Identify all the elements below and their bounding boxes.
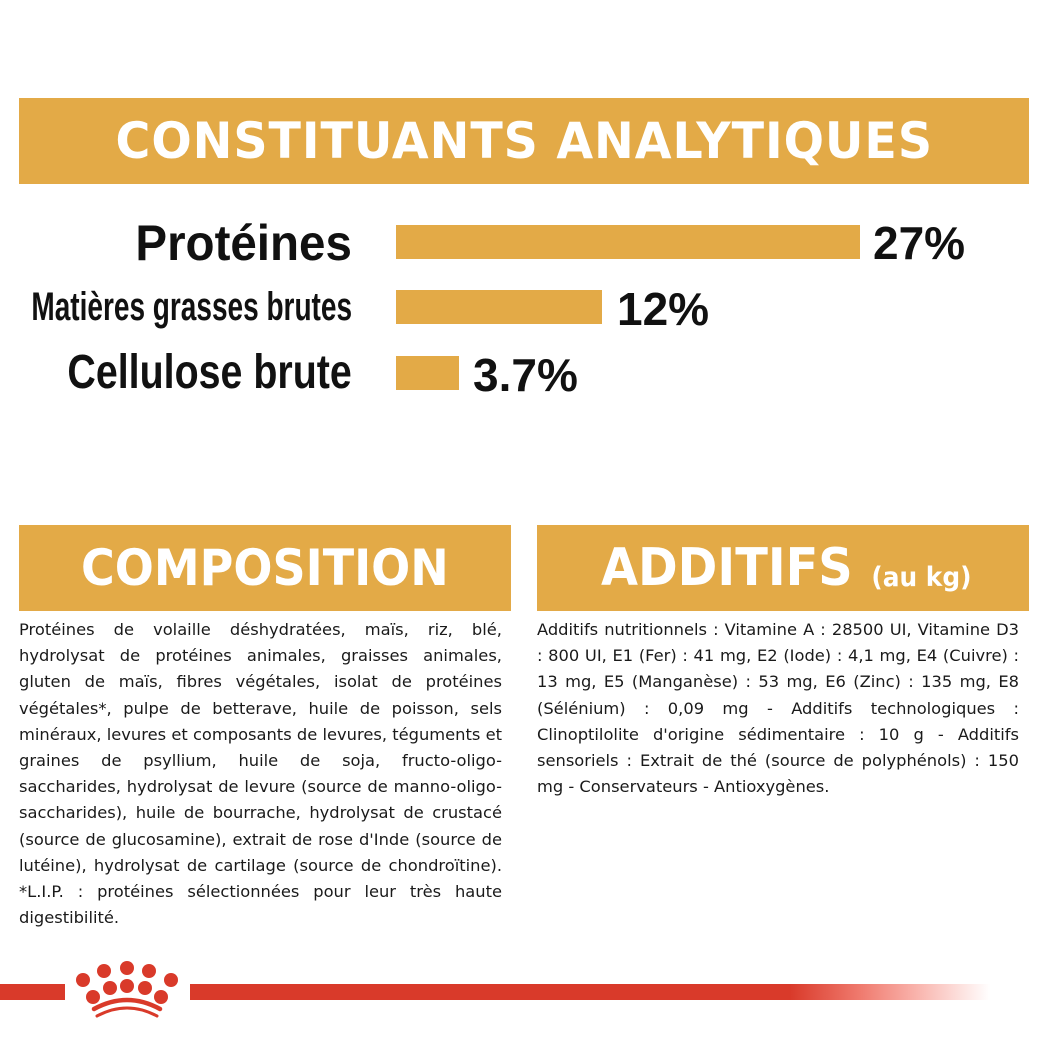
- royal-crown-icon: [76, 961, 178, 1018]
- bar-proteines: [396, 225, 860, 259]
- bar-cellulose: [396, 356, 459, 390]
- footer-red-line-left: [0, 984, 65, 1000]
- footer-red-line-right: [190, 984, 990, 1000]
- additifs-title: ADDITIFS: [600, 538, 853, 598]
- composition-banner: COMPOSITION: [19, 525, 511, 611]
- bar-label-proteines: Protéines: [135, 215, 352, 271]
- composition-text: Protéines de volaille déshydratées, maïs…: [19, 620, 502, 928]
- bar-label-cellulose: Cellulose brute: [67, 346, 352, 399]
- additifs-banner: ADDITIFS (au kg): [537, 525, 1029, 611]
- composition-title: COMPOSITION: [81, 539, 449, 597]
- bar-value-matieres-grasses: 12%: [617, 283, 710, 335]
- additifs-text: Additifs nutritionnels : Vitamine A : 28…: [537, 620, 1019, 797]
- bar-value-proteines: 27%: [873, 217, 966, 269]
- additifs-subtitle: (au kg): [871, 561, 972, 593]
- analytical-title: CONSTITUANTS ANALYTIQUES: [115, 112, 933, 170]
- bar-label-matieres-grasses: Matières grasses brutes: [31, 285, 352, 329]
- analytical-constituents-banner: CONSTITUANTS ANALYTIQUES: [19, 98, 1029, 184]
- bar-value-cellulose: 3.7%: [473, 349, 578, 401]
- bar-matieres-grasses: [396, 290, 602, 324]
